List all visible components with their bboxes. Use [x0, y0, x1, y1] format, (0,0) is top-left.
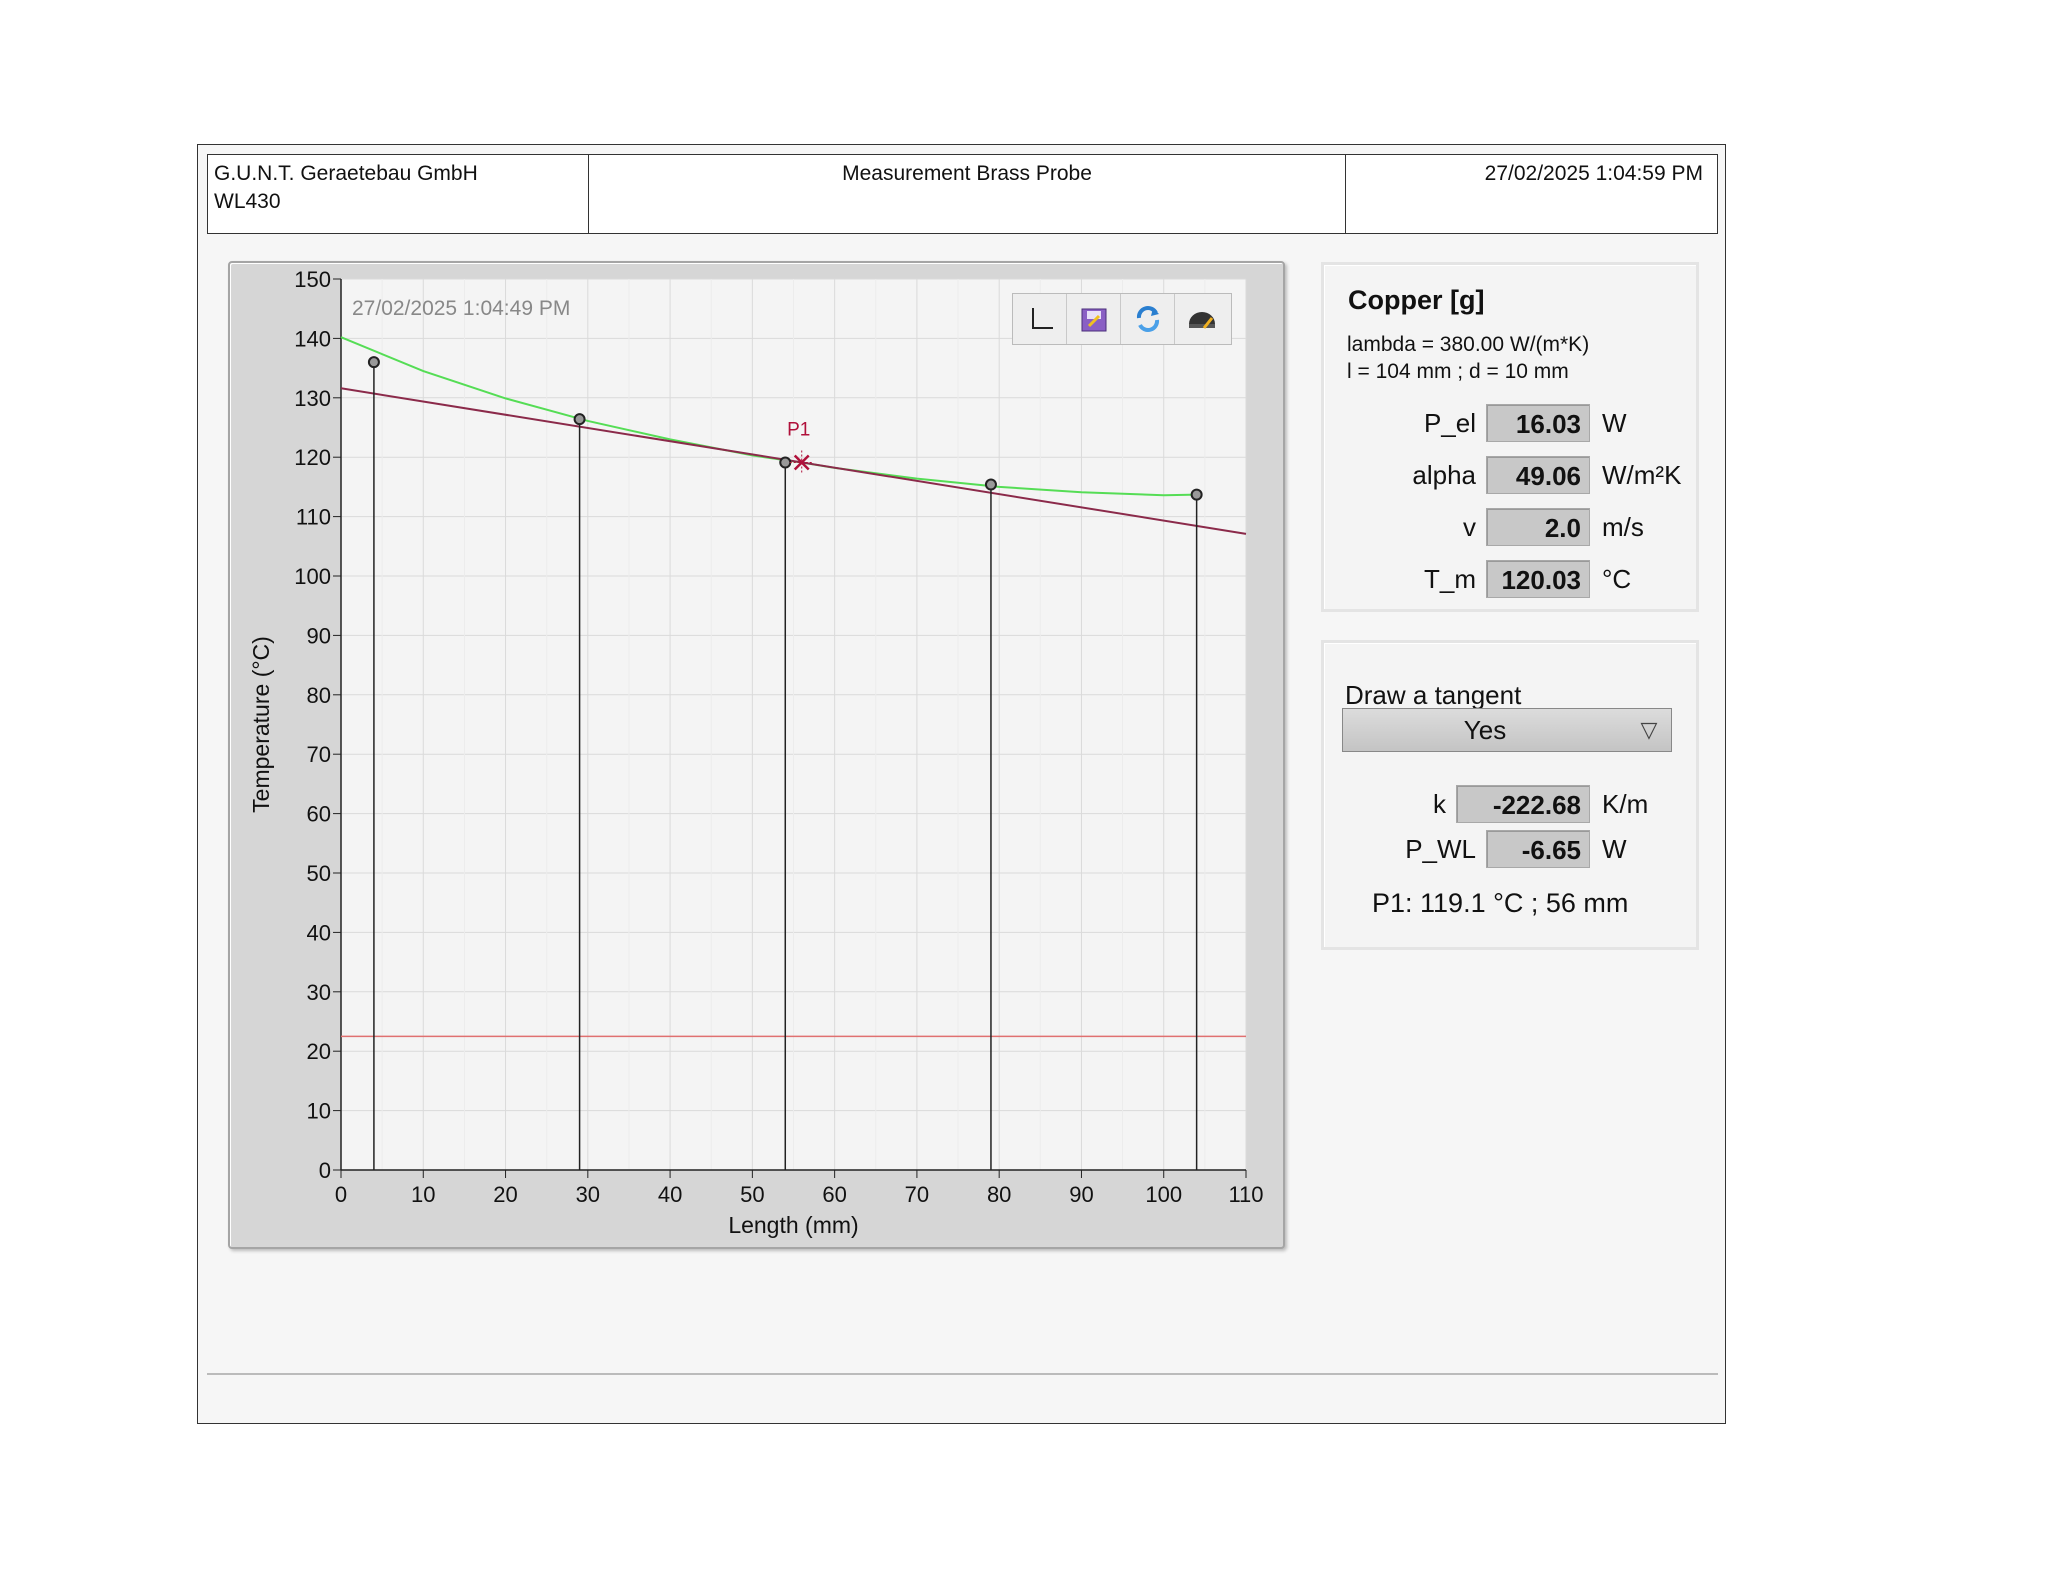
y-tick-label: 150	[294, 267, 331, 292]
k-unit: K/m	[1602, 788, 1649, 819]
y-tick-label: 40	[307, 920, 331, 945]
y-tick-label: 30	[307, 980, 331, 1005]
tangent-select-value: Yes	[1463, 714, 1507, 745]
alpha-label: alpha	[1412, 459, 1476, 490]
cursor-readout: P1: 119.1 °C ; 56 mm	[1372, 888, 1629, 918]
y-tick-label: 20	[307, 1039, 331, 1064]
company-cell: G.U.N.T. Geraetebau GmbH WL430	[208, 155, 589, 233]
y-tick-label: 80	[307, 683, 331, 708]
row-p-wl: P_WL -6.65 W	[1324, 830, 1627, 868]
t-m-value: 120.03	[1486, 560, 1590, 598]
report-title: Measurement Brass Probe	[589, 155, 1346, 233]
save-graph-icon	[1081, 308, 1106, 332]
row-k: k -222.68 K/m	[1324, 785, 1648, 823]
graph-timestamp: 27/02/2025 1:04:49 PM	[352, 297, 571, 320]
alpha-value: 49.06	[1486, 456, 1590, 494]
tangent-panel: Draw a tangent Yes ▽ k -222.68 K/m P_WL …	[1321, 640, 1699, 950]
row-alpha: alpha 49.06 W/m²K	[1324, 456, 1681, 494]
report-header: G.U.N.T. Geraetebau GmbH WL430 Measureme…	[207, 154, 1718, 234]
graph-toolbar	[1012, 293, 1232, 345]
x-tick-label: 40	[658, 1182, 682, 1207]
y-tick-label: 100	[294, 564, 331, 589]
x-tick-label: 90	[1069, 1182, 1093, 1207]
cursor-tool-icon	[1031, 308, 1053, 329]
tangent-select[interactable]: Yes ▽	[1342, 708, 1672, 752]
cursor-label: P1	[787, 420, 810, 441]
p-wl-unit: W	[1602, 833, 1627, 864]
report-datetime: 27/02/2025 1:04:59 PM	[1484, 162, 1703, 185]
y-tick-label: 70	[307, 742, 331, 767]
probe-lambda: lambda = 380.00 W/(m*K)	[1347, 333, 1590, 356]
y-tick-label: 0	[319, 1158, 331, 1183]
k-label: k	[1433, 788, 1446, 819]
x-axis-label: Length (mm)	[728, 1212, 858, 1238]
print-icon	[1189, 312, 1215, 329]
y-tick-label: 60	[307, 802, 331, 827]
y-tick-label: 140	[294, 326, 331, 351]
probe-geometry: l = 104 mm ; d = 10 mm	[1347, 360, 1569, 383]
model-name: WL430	[214, 190, 281, 213]
tangent-label: Draw a tangent	[1345, 680, 1522, 710]
y-axis-label: Temperature (°C)	[248, 636, 274, 813]
x-tick-label: 50	[740, 1182, 764, 1207]
probe-panel: Copper [g] lambda = 380.00 W/(m*K) l = 1…	[1321, 262, 1699, 612]
x-tick-label: 110	[1228, 1182, 1263, 1207]
data-point	[367, 356, 380, 369]
x-tick-label: 100	[1145, 1182, 1182, 1207]
probe-material: Copper [g]	[1348, 285, 1485, 315]
temperature-chart[interactable]: 0 10 20 30 40 50 60 70 80 90 100 110 120 130 140 150 0 10…	[230, 263, 1283, 1247]
x-tick-label: 10	[411, 1182, 435, 1207]
x-tick-label: 70	[905, 1182, 929, 1207]
tangent-line	[340, 387, 1247, 535]
x-tick-label: 30	[576, 1182, 600, 1207]
p-wl-value: -6.65	[1486, 830, 1590, 868]
data-point	[779, 456, 792, 469]
row-t-m: T_m 120.03 °C	[1324, 560, 1631, 598]
company-name: G.U.N.T. Geraetebau GmbH	[214, 162, 478, 185]
y-tick-label: 90	[307, 623, 331, 648]
t-m-unit: °C	[1602, 563, 1632, 594]
x-tick-label: 60	[822, 1182, 846, 1207]
velocity-unit: m/s	[1602, 511, 1644, 542]
p-wl-label: P_WL	[1405, 833, 1476, 864]
row-velocity: v 2.0 m/s	[1324, 508, 1644, 546]
print-button[interactable]	[1175, 294, 1229, 344]
y-tick-label: 130	[294, 386, 331, 411]
data-point	[573, 413, 586, 426]
velocity-label: v	[1463, 511, 1476, 542]
y-tick-label: 120	[294, 445, 331, 470]
x-tick-label: 0	[335, 1182, 347, 1207]
k-value: -222.68	[1456, 785, 1590, 823]
x-tick-label: 80	[987, 1182, 1011, 1207]
footer-divider	[207, 1373, 1718, 1375]
data-point	[1190, 488, 1203, 501]
alpha-unit: W/m²K	[1602, 459, 1682, 490]
p-el-unit: W	[1602, 407, 1627, 438]
y-tick-label: 50	[307, 861, 331, 886]
save-graph-button[interactable]	[1067, 294, 1121, 344]
x-tick-label: 20	[493, 1182, 517, 1207]
cursor-tool-button[interactable]	[1013, 294, 1067, 344]
row-p-el: P_el 16.03 W	[1324, 404, 1627, 442]
p-el-label: P_el	[1423, 407, 1476, 438]
velocity-value: 2.0	[1486, 508, 1590, 546]
cursor-marker	[793, 454, 810, 471]
y-tick-label: 10	[307, 1099, 331, 1124]
chevron-down-icon: ▽	[1640, 717, 1658, 742]
report-frame: G.U.N.T. Geraetebau GmbH WL430 Measureme…	[197, 144, 1726, 1424]
refresh-button[interactable]	[1121, 294, 1175, 344]
data-point	[984, 478, 997, 491]
refresh-icon	[1136, 306, 1159, 332]
y-tick-label: 110	[296, 505, 331, 530]
p-el-value: 16.03	[1486, 404, 1590, 442]
graph-panel: 0 10 20 30 40 50 60 70 80 90 100 110 120 130 140 150 0 10…	[228, 261, 1285, 1249]
t-m-label: T_m	[1424, 563, 1476, 594]
